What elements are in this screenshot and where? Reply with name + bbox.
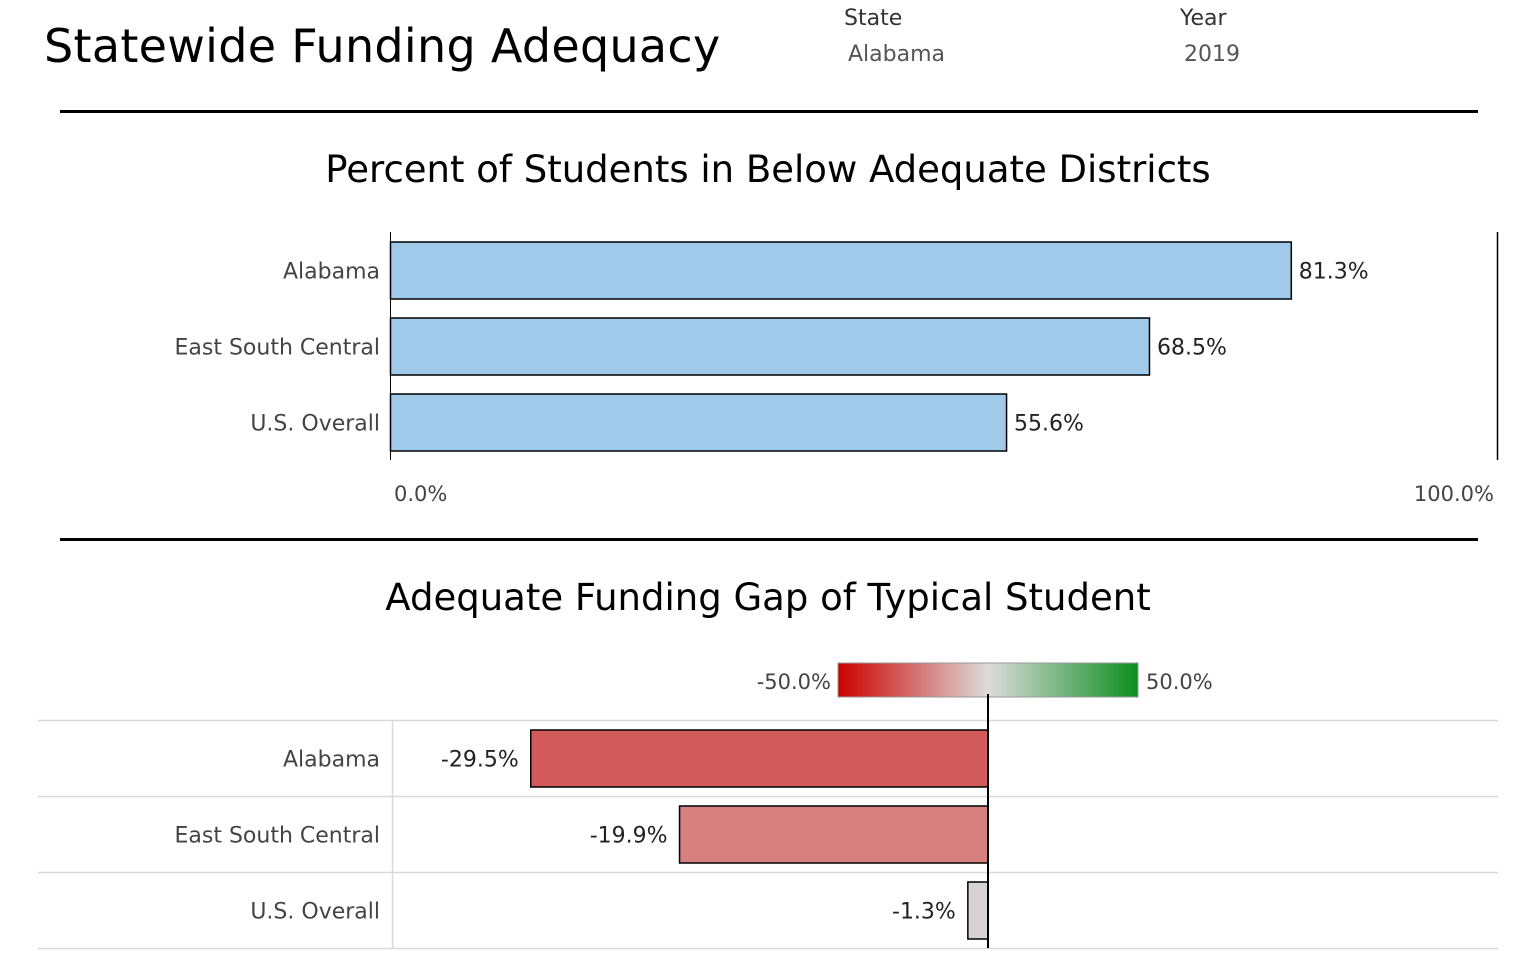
gap-bar-alabama[interactable] [530,729,989,788]
x-tick-label-min: 0.0% [394,482,447,506]
category-label-east-south-central: East South Central [175,336,381,361]
category-label-u-s-overall: U.S. Overall [250,412,380,437]
x-tick-label-max: 100.0% [1414,482,1494,506]
category-label-alabama: Alabama [283,748,380,773]
below-adequate-chart: Alabama 81.3% East South Central 68.5% U.S. … [175,232,1499,506]
state-filter-value[interactable]: Alabama [848,42,946,67]
header-divider [60,110,1478,113]
gap-bar-east-south-central[interactable] [678,805,989,864]
gap-data-label-alabama: -29.5% [441,748,519,773]
funding-gap-chart: -50.0% 50.0% Alabama -29.5% East South Cen… [38,662,1498,950]
data-label-u-s-overall: 55.6% [1014,412,1084,437]
data-label-alabama: 81.3% [1299,260,1369,285]
bar-u-s-overall[interactable] [389,393,1008,452]
bar-east-south-central[interactable] [389,317,1151,376]
category-label-east-south-central: East South Central [175,824,381,849]
gap-data-label-east-south-central: -19.9% [590,824,668,849]
year-filter-label: Year [1180,6,1227,31]
below-adequate-chart-title: Percent of Students in Below Adequate Di… [325,148,1211,191]
gap-data-label-u-s-overall: -1.3% [892,900,956,925]
dashboard-title: Statewide Funding Adequacy [44,19,721,73]
funding-gap-chart-title: Adequate Funding Gap of Typical Student [385,576,1151,619]
category-label-u-s-overall: U.S. Overall [250,900,380,925]
bar-alabama[interactable] [389,241,1293,300]
category-label-alabama: Alabama [283,260,380,285]
section-divider [60,538,1478,541]
gap-bar-u-s-overall[interactable] [967,881,989,940]
year-filter-value[interactable]: 2019 [1184,42,1240,67]
state-filter-label: State [844,6,903,31]
color-legend: -50.0% 50.0% [757,662,1213,698]
data-label-east-south-central: 68.5% [1157,336,1227,361]
legend-max-label: 50.0% [1146,670,1213,694]
legend-gradient-bar [837,662,1139,698]
legend-min-label: -50.0% [757,670,831,694]
